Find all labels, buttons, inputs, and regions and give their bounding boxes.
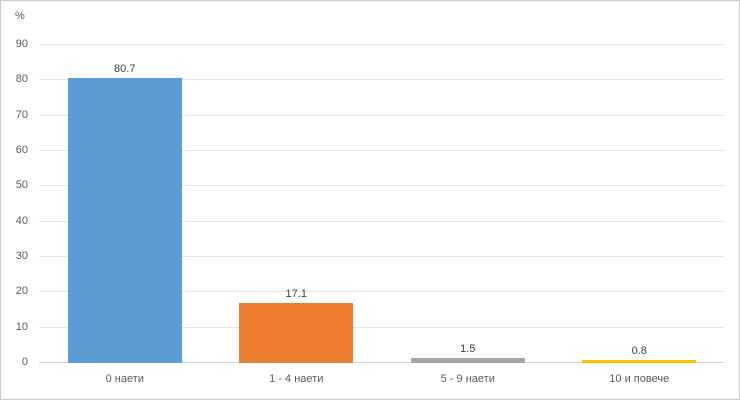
y-tick-label: 90	[15, 38, 28, 50]
bar-slot: 80.7	[39, 45, 211, 363]
y-axis: 0 10 20 30 40 50 60 70 80 90	[1, 38, 28, 368]
y-tick-label: 0	[21, 356, 28, 368]
y-tick-label: 50	[15, 179, 28, 192]
x-category-label: 10 и повече	[609, 373, 670, 385]
gridline	[39, 114, 725, 116]
bar-value-label: 17.1	[285, 287, 307, 300]
bar	[67, 77, 182, 363]
bar	[410, 357, 525, 363]
x-category-label: 1 - 4 наети	[269, 373, 324, 385]
bar	[582, 360, 697, 363]
y-tick-label: 30	[15, 250, 28, 263]
plot-area: 80.7 17.1 1.5 0.8	[39, 44, 726, 363]
gridline	[39, 185, 725, 187]
bar-slot: 0.8	[554, 45, 726, 363]
bar-slot: 1.5	[382, 45, 554, 363]
bar-value-label: 80.7	[114, 62, 136, 75]
gridline	[39, 291, 725, 293]
y-tick-label: 40	[15, 214, 28, 227]
x-category-label: 5 - 9 наети	[440, 373, 495, 385]
gridline	[39, 79, 725, 81]
gridline	[39, 44, 725, 45]
bar-value-label: 1.5	[460, 342, 476, 355]
y-tick-label: 70	[15, 108, 28, 121]
y-tick-label: 80	[15, 73, 28, 86]
gridline	[39, 326, 725, 328]
gridline	[39, 362, 725, 363]
gridline	[39, 256, 725, 257]
bar	[239, 302, 354, 363]
y-tick-label: 20	[15, 285, 28, 298]
y-tick-label: 10	[15, 320, 28, 333]
x-axis: 0 наети 1 - 4 наети 5 - 9 наети 10 и повече	[39, 371, 725, 387]
y-axis-title: %	[15, 10, 25, 22]
y-tick-label: 60	[15, 144, 28, 157]
gridline	[39, 150, 725, 151]
gridline	[39, 220, 725, 222]
bar-value-label: 0.8	[631, 345, 647, 358]
x-category-label: 0 наети	[105, 373, 144, 385]
bar-slot: 17.1	[211, 45, 383, 363]
